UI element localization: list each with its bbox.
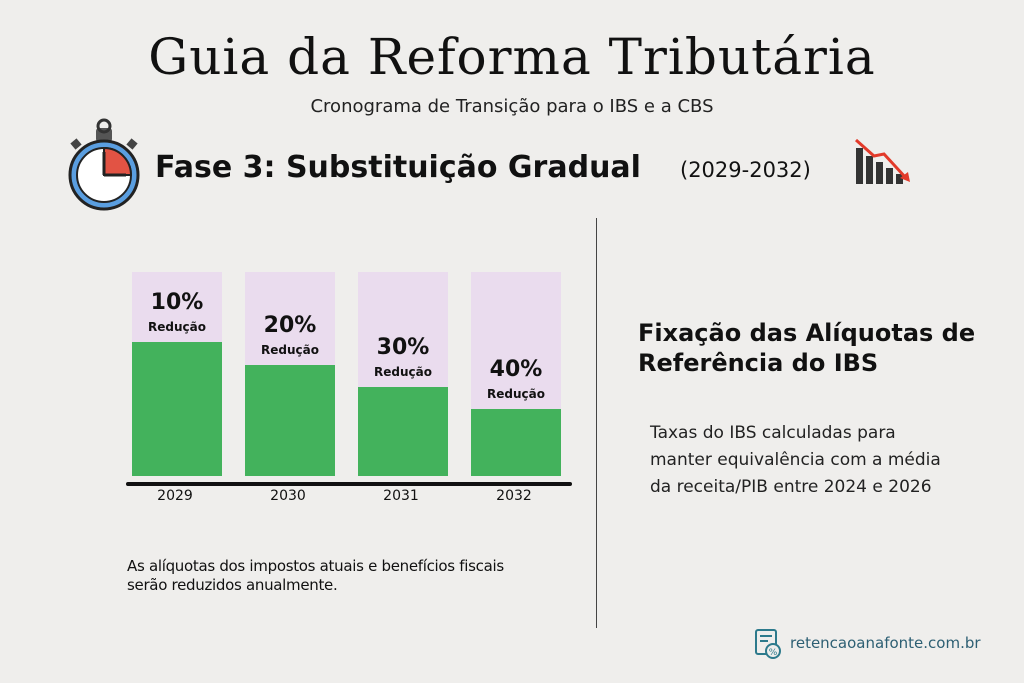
page-subtitle: Cronograma de Transição para o IBS e a C…	[310, 96, 714, 117]
section-text: Taxas do IBS calculadas para manter equi…	[650, 423, 941, 497]
declining-chart-icon	[855, 138, 910, 184]
bar-caption: Redução	[148, 320, 206, 335]
bar-value-label: 40%	[489, 357, 543, 383]
chart-note: As alíquotas dos impostos atuais e benef…	[127, 557, 504, 594]
bar-caption: Redução	[374, 364, 432, 379]
bar-value-label: 30%	[376, 334, 430, 360]
divider	[596, 218, 597, 628]
bar-remaining	[471, 409, 561, 476]
website-link[interactable]: retencaoanafonte.com.br	[790, 634, 981, 652]
phase-title: Fase 3: Substituição Gradual	[155, 150, 641, 185]
bar-remaining	[245, 364, 335, 476]
x-tick-label: 2030	[270, 488, 306, 504]
section-title: Fixação das Alíquotas de Referência do I…	[638, 319, 976, 377]
stopwatch-icon	[68, 118, 140, 211]
page-title: Guia da Reforma Tributária	[148, 28, 876, 86]
bar-2029: 10% Redução	[132, 272, 222, 476]
bar-2030: 20% Redução	[245, 272, 335, 476]
svg-text:%: %	[769, 648, 778, 658]
x-tick-label: 2031	[383, 488, 419, 504]
bar-caption: Redução	[261, 342, 319, 357]
x-tick-label: 2032	[496, 488, 532, 504]
bar-remaining	[358, 386, 448, 476]
tax-document-icon: %	[755, 629, 781, 659]
x-tick-label: 2029	[157, 488, 193, 504]
x-axis	[126, 482, 572, 486]
bar-remaining	[132, 342, 222, 476]
bar-value-label: 10%	[150, 290, 204, 316]
bar-2031: 30% Redução	[358, 272, 448, 476]
phase-period: (2029-2032)	[680, 158, 811, 182]
bar-2032: 40% Redução	[471, 272, 561, 476]
bar-value-label: 20%	[263, 312, 317, 338]
bar-caption: Redução	[487, 387, 545, 402]
